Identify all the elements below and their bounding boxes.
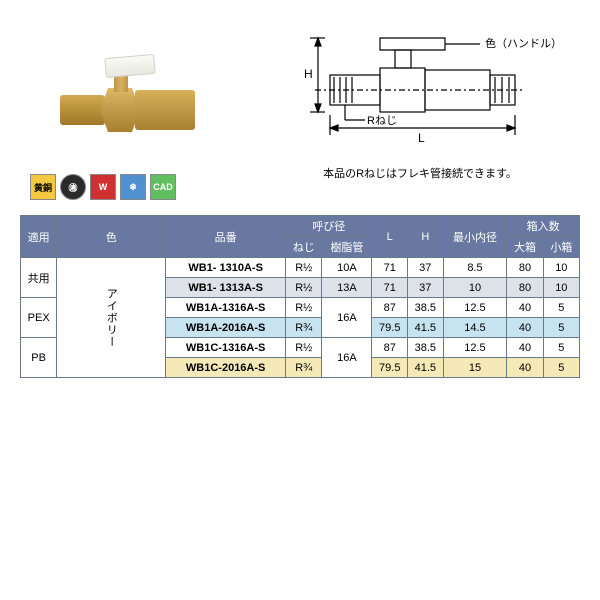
cell-minid: 12.5 (443, 298, 507, 318)
cell-resin: 10A (322, 258, 372, 278)
cell-thread: R½ (286, 338, 322, 358)
cell-l: 87 (372, 298, 408, 318)
cell-partno: WB1A-1316A-S (166, 298, 286, 318)
cell-minid: 15 (443, 358, 507, 378)
spec-table: 適用 色 品番 呼び径 L H 最小内径 箱入数 ねじ 樹脂管 大箱 小箱 共用… (20, 215, 580, 378)
icon-cad: CAD (150, 174, 176, 200)
cell-thread: R½ (286, 258, 322, 278)
icon-mark: ㊜ (60, 174, 86, 200)
th-application: 適用 (21, 216, 57, 258)
cell-resin: 16A (322, 338, 372, 378)
cell-bigbox: 40 (507, 358, 543, 378)
icon-snow: ❄ (120, 174, 146, 200)
cell-thread: R¾ (286, 358, 322, 378)
th-resin: 樹脂管 (322, 237, 372, 258)
material-icons: 黄銅 ㊜ W ❄ CAD (30, 174, 176, 200)
cell-minid: 8.5 (443, 258, 507, 278)
cell-color: アイボリー (57, 258, 166, 378)
cell-thread: R¾ (286, 318, 322, 338)
cell-resin: 16A (322, 298, 372, 338)
cell-l: 71 (372, 278, 408, 298)
valve-illustration (50, 70, 210, 150)
th-h: H (408, 216, 444, 258)
cell-h: 37 (408, 278, 444, 298)
cell-partno: WB1- 1313A-S (166, 278, 286, 298)
cell-application: 共用 (21, 258, 57, 298)
th-minid: 最小内径 (443, 216, 507, 258)
cell-l: 79.5 (372, 318, 408, 338)
th-nominal: 呼び径 (286, 216, 372, 237)
cell-h: 41.5 (408, 318, 444, 338)
cell-thread: R½ (286, 298, 322, 318)
cell-smallbox: 10 (543, 258, 579, 278)
cell-application: PEX (21, 298, 57, 338)
cell-smallbox: 5 (543, 298, 579, 318)
spec-body: 共用アイボリーWB1- 1310A-SR½10A71378.58010WB1- … (21, 258, 580, 378)
label-h: H (304, 67, 313, 81)
cell-l: 71 (372, 258, 408, 278)
label-l: L (418, 131, 425, 145)
cell-l: 79.5 (372, 358, 408, 378)
cell-bigbox: 40 (507, 318, 543, 338)
th-thread: ねじ (286, 237, 322, 258)
th-color: 色 (57, 216, 166, 258)
th-smallbox: 小箱 (543, 237, 579, 258)
cell-h: 38.5 (408, 298, 444, 318)
cell-partno: WB1A-2016A-S (166, 318, 286, 338)
cell-h: 38.5 (408, 338, 444, 358)
cell-smallbox: 5 (543, 338, 579, 358)
cell-h: 41.5 (408, 358, 444, 378)
dimension-diagram: 色（ハンドル） H L Rねじ 本品のRねじはフレキ管接続できます。 (260, 20, 580, 200)
th-l: L (372, 216, 408, 258)
diagram-caption: 本品のRねじはフレキ管接続できます。 (260, 165, 580, 181)
top-section: 黄銅 ㊜ W ❄ CAD (20, 20, 580, 200)
cell-bigbox: 40 (507, 338, 543, 358)
table-row: 共用アイボリーWB1- 1310A-SR½10A71378.58010 (21, 258, 580, 278)
cell-resin: 13A (322, 278, 372, 298)
cell-partno: WB1C-2016A-S (166, 358, 286, 378)
cell-smallbox: 5 (543, 358, 579, 378)
icon-w: W (90, 174, 116, 200)
cell-partno: WB1- 1310A-S (166, 258, 286, 278)
cell-bigbox: 80 (507, 258, 543, 278)
cell-partno: WB1C-1316A-S (166, 338, 286, 358)
cell-bigbox: 80 (507, 278, 543, 298)
cell-application: PB (21, 338, 57, 378)
cell-minid: 10 (443, 278, 507, 298)
cell-thread: R½ (286, 278, 322, 298)
cell-smallbox: 10 (543, 278, 579, 298)
icon-brass: 黄銅 (30, 174, 56, 200)
cell-h: 37 (408, 258, 444, 278)
cell-bigbox: 40 (507, 298, 543, 318)
cell-minid: 14.5 (443, 318, 507, 338)
th-bigbox: 大箱 (507, 237, 543, 258)
product-photo: 黄銅 ㊜ W ❄ CAD (20, 20, 240, 200)
label-color: 色（ハンドル） (485, 36, 562, 50)
cell-l: 87 (372, 338, 408, 358)
cell-minid: 12.5 (443, 338, 507, 358)
th-boxqty: 箱入数 (507, 216, 580, 237)
label-r-thread: Rねじ (367, 114, 397, 127)
th-partno: 品番 (166, 216, 286, 258)
cell-smallbox: 5 (543, 318, 579, 338)
